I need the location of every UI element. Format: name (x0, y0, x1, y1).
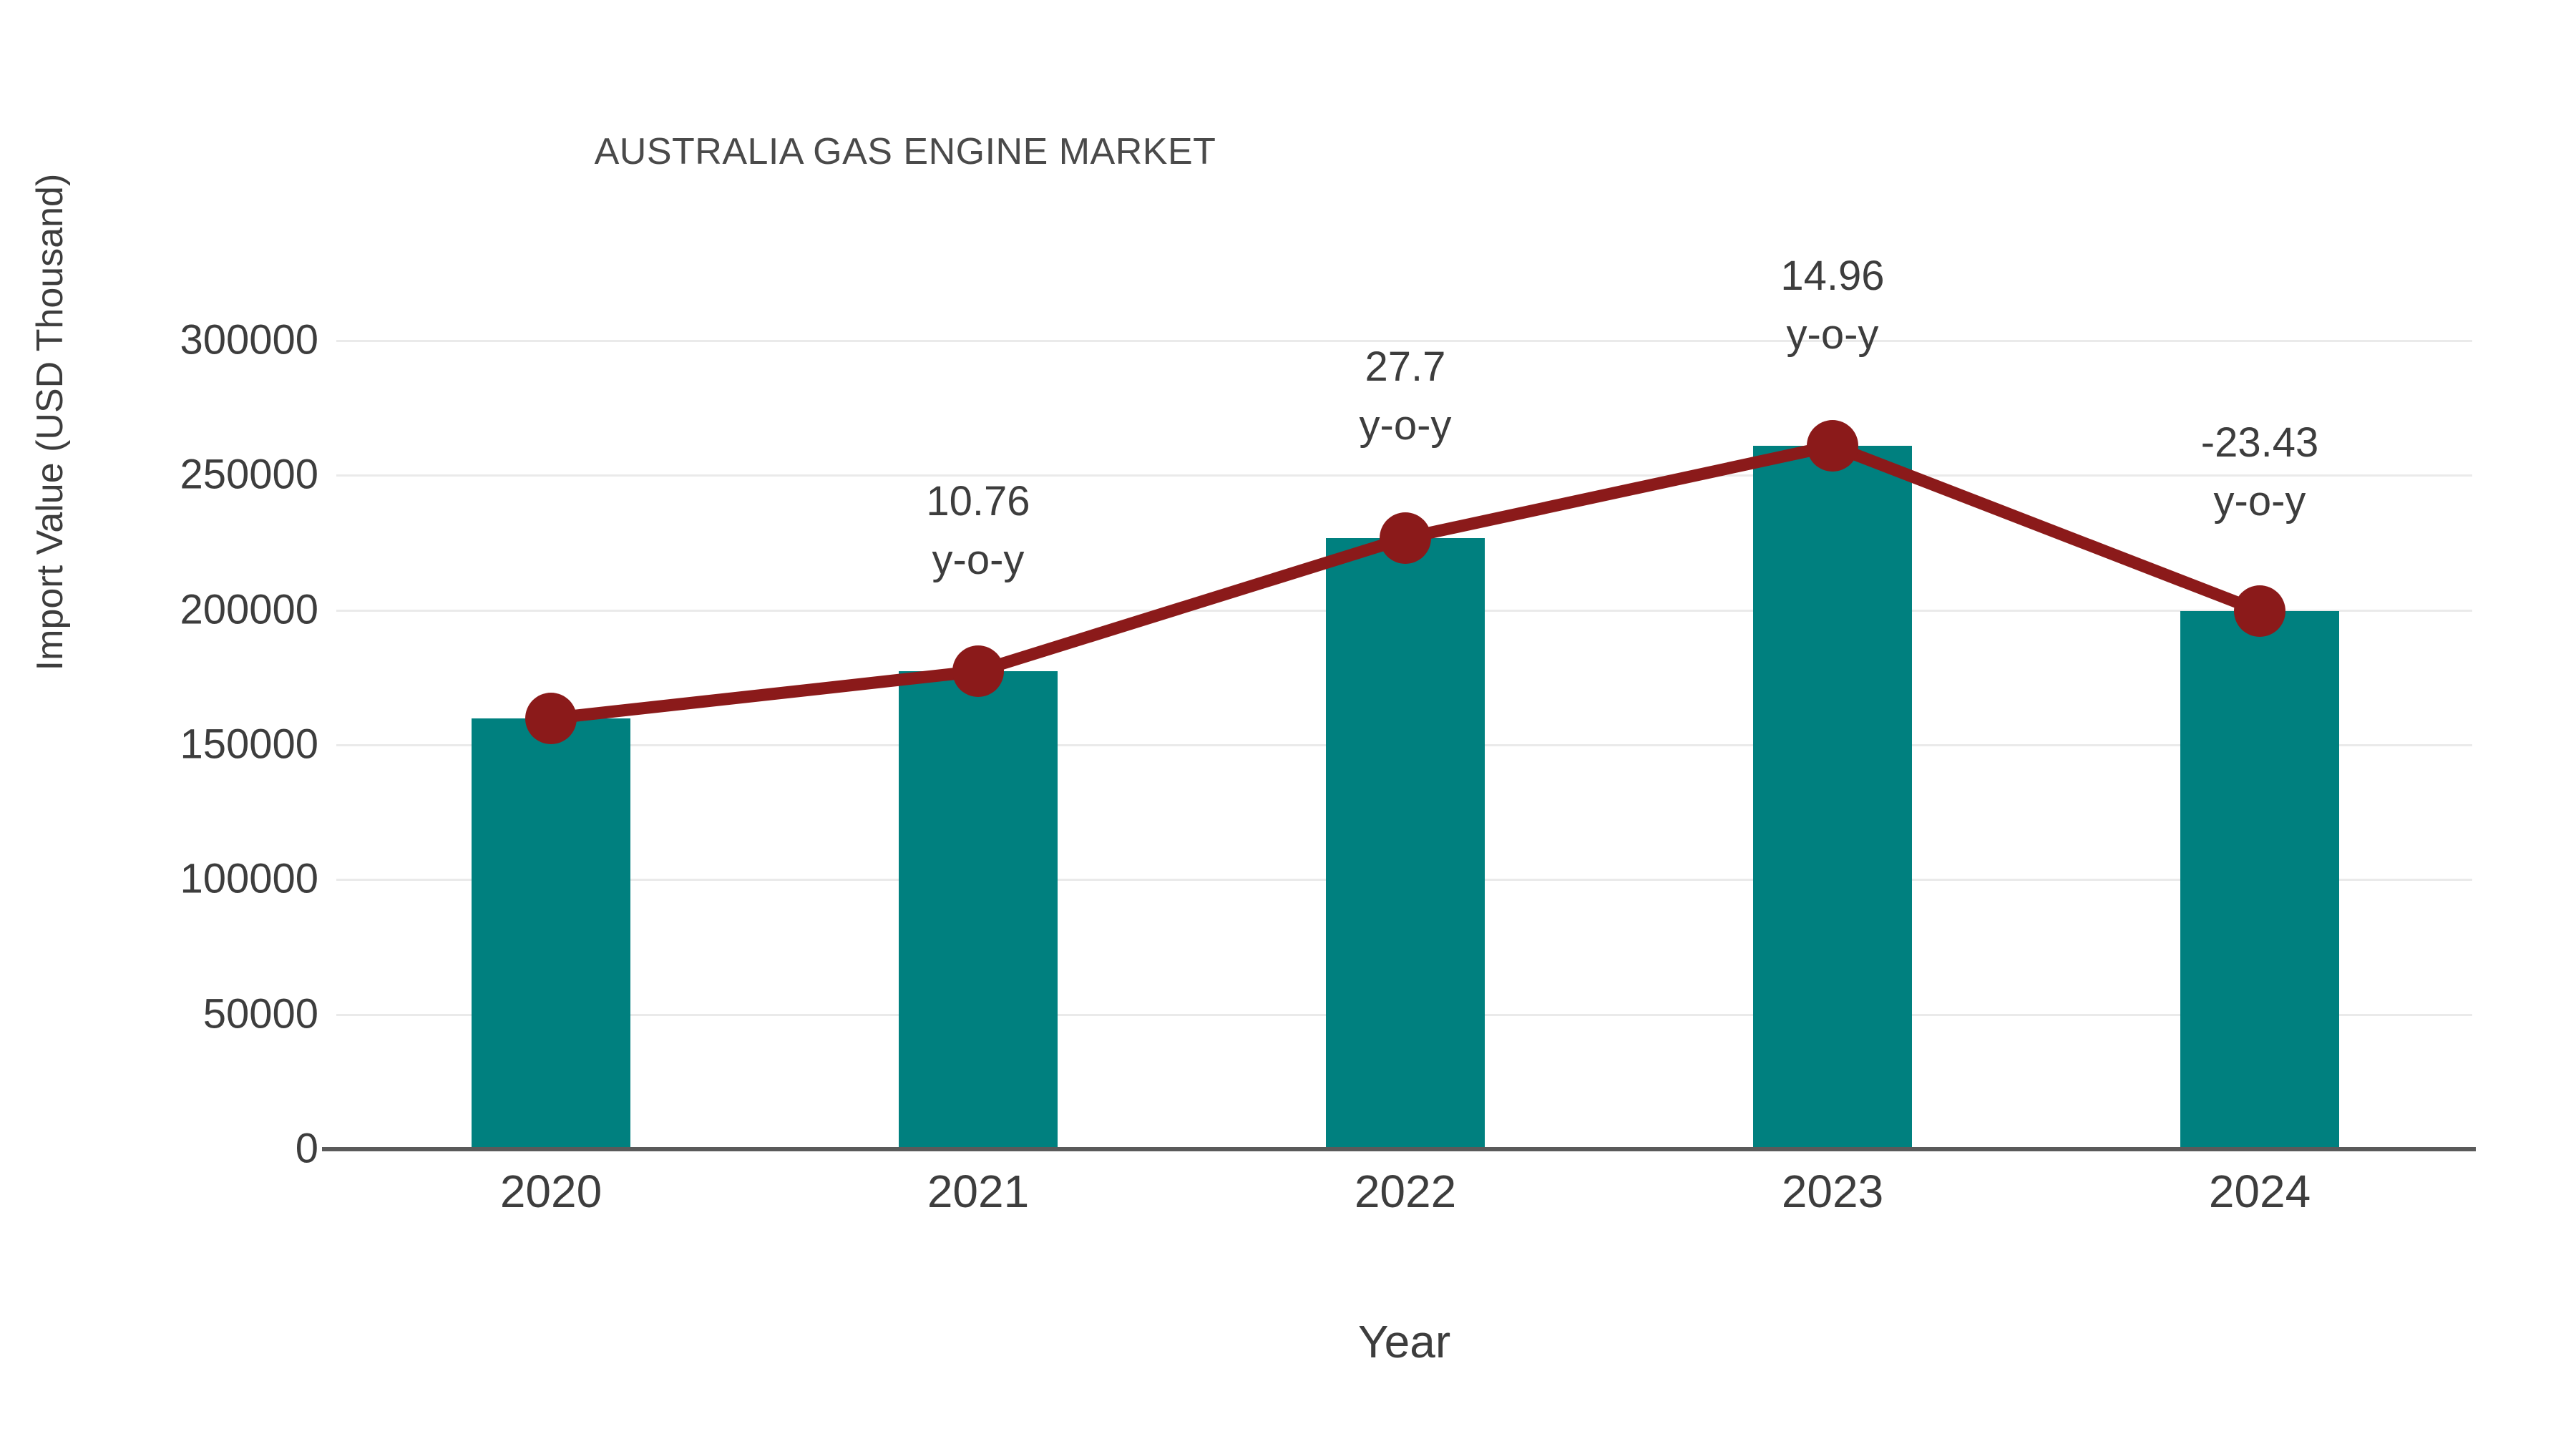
x-tick-label-2021: 2021 (927, 1166, 1030, 1217)
y-axis-title: Import Value (USD Thousand) (29, 173, 71, 671)
annotation-2023-unit: y-o-y (1786, 311, 1879, 358)
bar-2023[interactable] (1753, 446, 1912, 1148)
y-tick-label-50000: 50000 (203, 990, 318, 1038)
annotation-2021-unit: y-o-y (932, 537, 1025, 584)
gridline-300000 (336, 340, 2472, 342)
x-tick-label-2024: 2024 (2208, 1166, 2311, 1217)
annotation-2024-unit: y-o-y (2213, 478, 2306, 525)
chart-title: AUSTRALIA GAS ENGINE MARKET (594, 131, 1216, 172)
y-tick-label-300000: 300000 (180, 316, 318, 364)
annotation-2023-value: 14.96 (1780, 253, 1885, 299)
annotation-2023: 14.96 y-o-y (1654, 247, 2011, 365)
bar-2020[interactable] (472, 718, 630, 1148)
y-tick-label-200000: 200000 (180, 586, 318, 633)
bar-2024[interactable] (2180, 611, 2339, 1148)
annotation-2024-value: -23.43 (2200, 419, 2319, 466)
y-tick-label-150000: 150000 (180, 721, 318, 768)
annotation-2022-value: 27.7 (1365, 343, 1446, 390)
x-tick-label-2022: 2022 (1354, 1166, 1457, 1217)
bar-2022[interactable] (1326, 538, 1485, 1148)
x-tick-label-2023: 2023 (1781, 1166, 1884, 1217)
y-tick-label-0: 0 (295, 1125, 318, 1172)
annotation-2021: 10.76 y-o-y (799, 472, 1157, 590)
x-axis-title: Year (1357, 1316, 1451, 1367)
x-axis-line (322, 1147, 2476, 1151)
x-tick-label-2020: 2020 (499, 1166, 602, 1217)
annotation-2022-unit: y-o-y (1359, 402, 1452, 449)
y-tick-label-100000: 100000 (180, 855, 318, 902)
bar-2021[interactable] (899, 671, 1058, 1148)
annotation-2022: 27.7 y-o-y (1226, 338, 1584, 456)
annotation-2021-value: 10.76 (926, 478, 1030, 525)
y-tick-label-250000: 250000 (180, 451, 318, 498)
annotation-2024: -23.43 y-o-y (2081, 414, 2439, 532)
